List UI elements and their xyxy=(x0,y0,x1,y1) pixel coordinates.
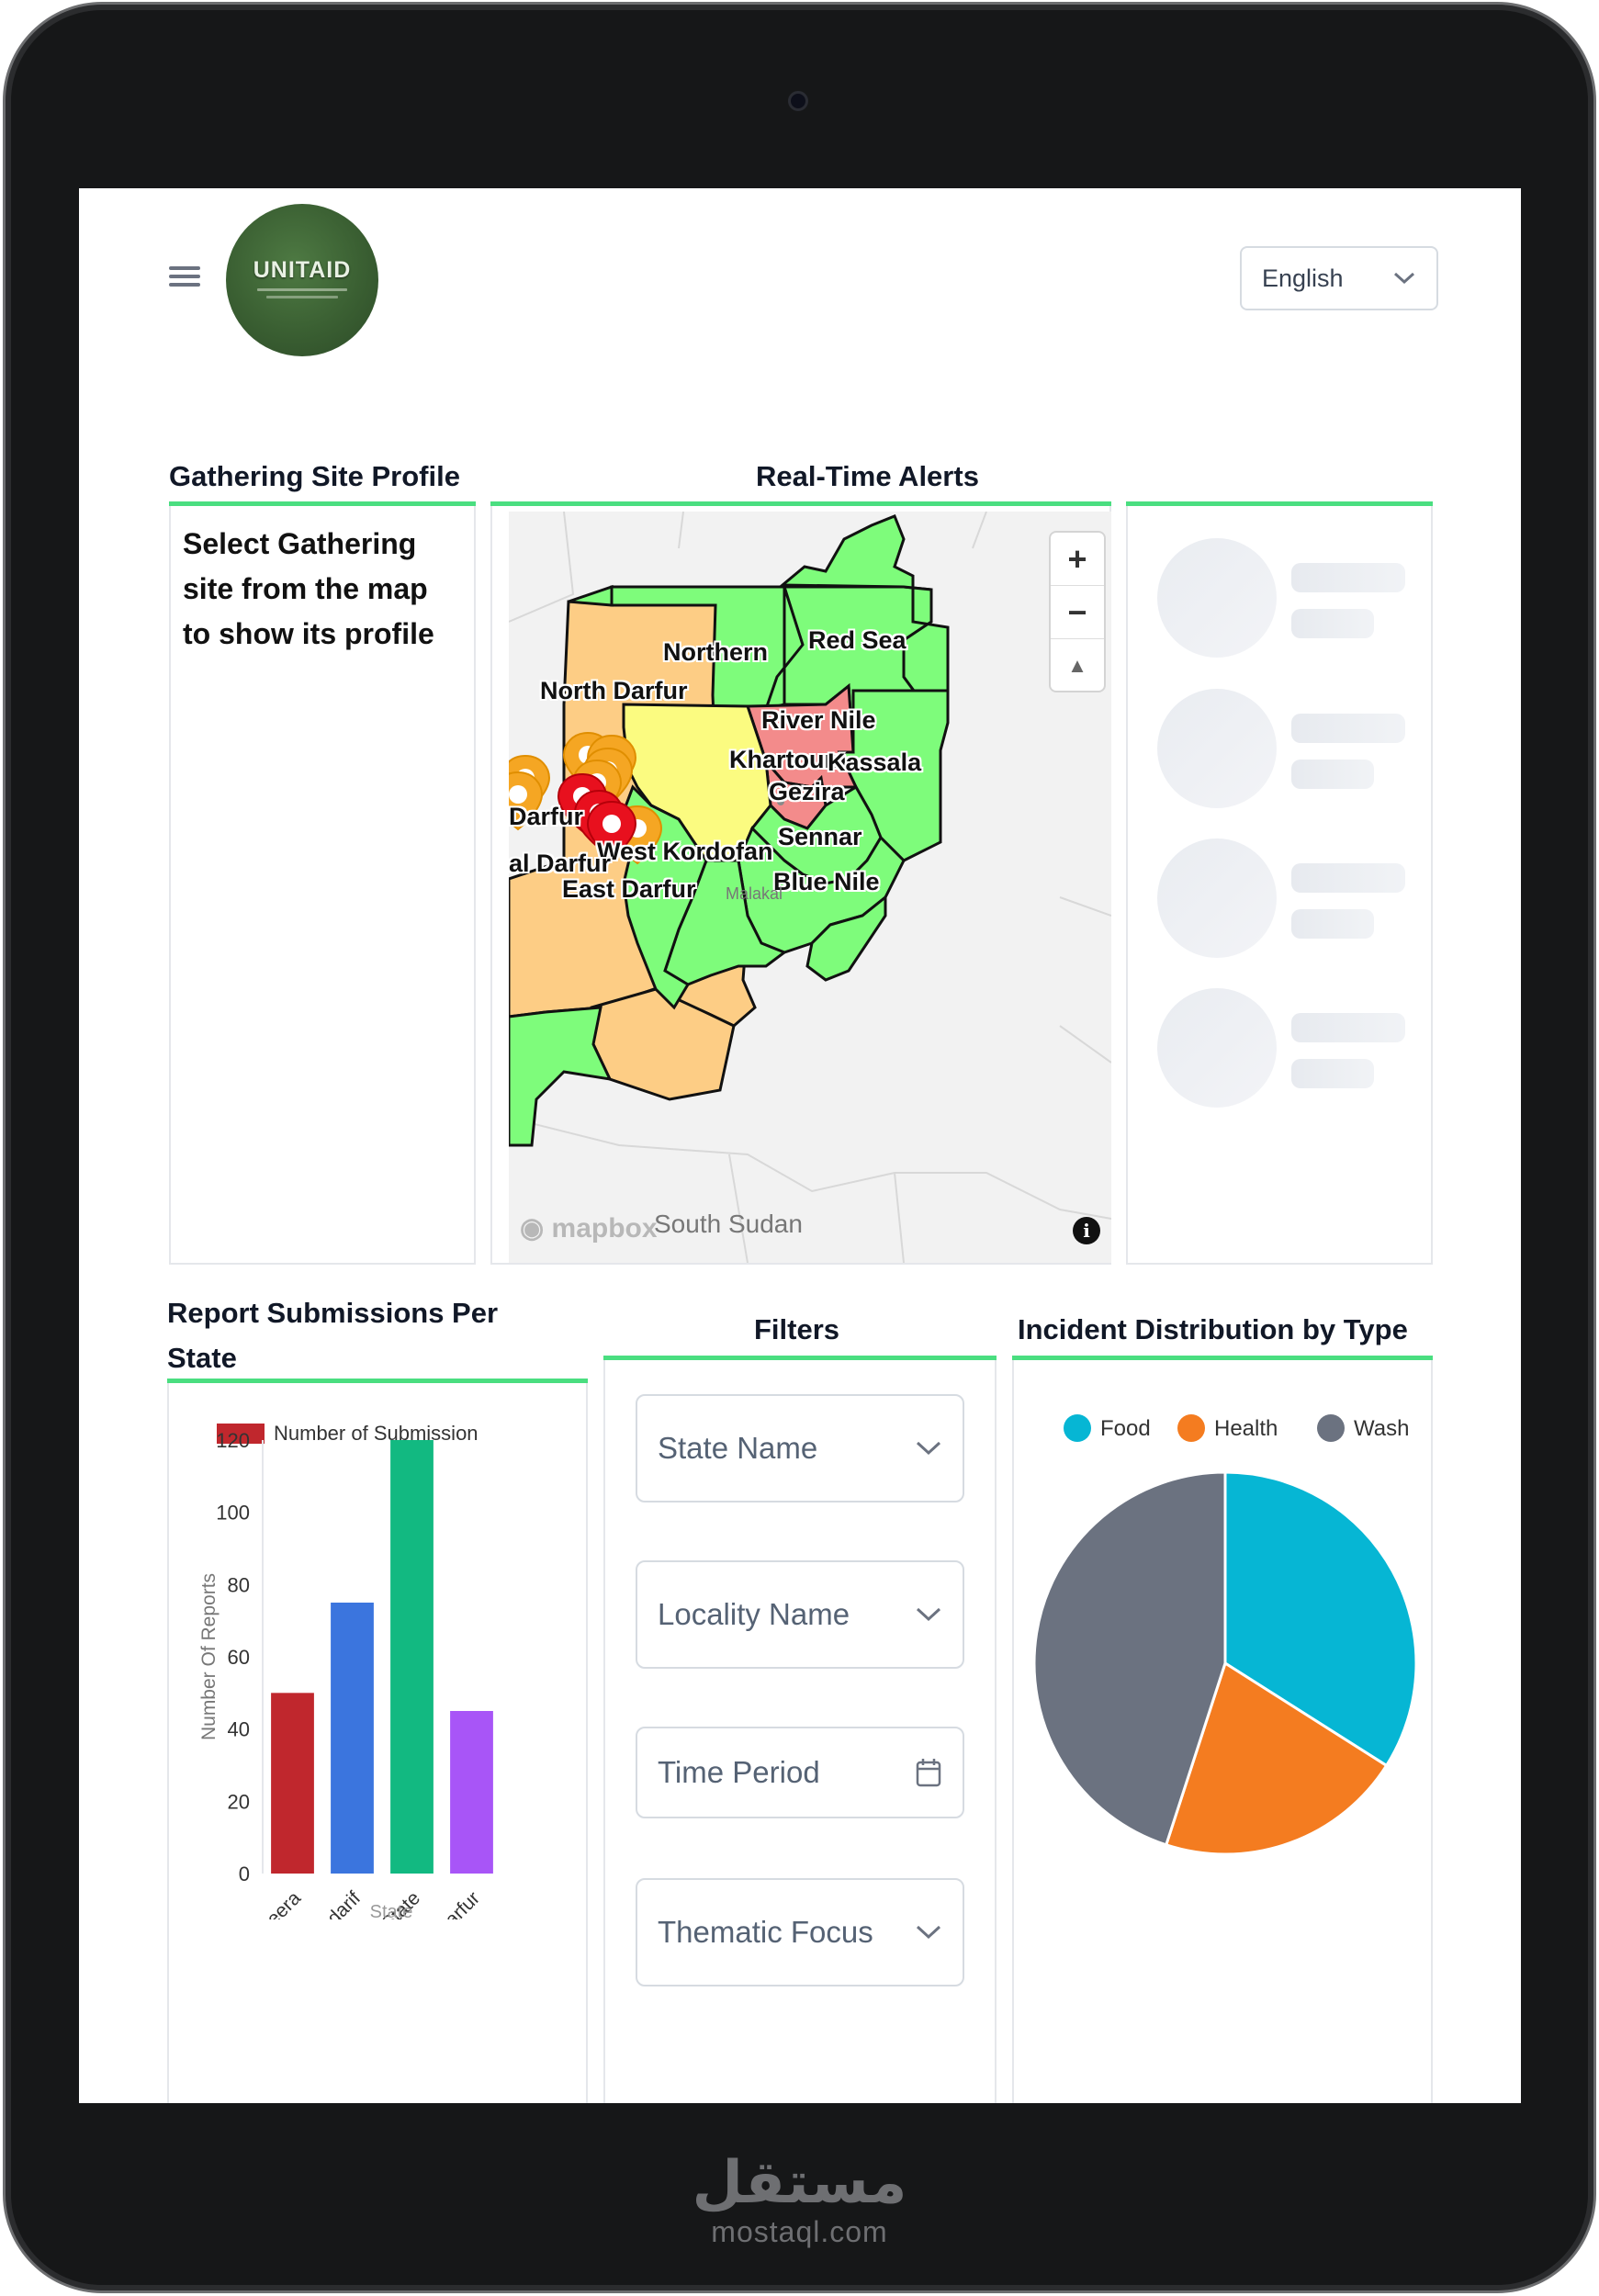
language-value: English xyxy=(1262,264,1344,292)
y-tick-label: 20 xyxy=(228,1790,250,1813)
submissions-title: Report Submissions Per State xyxy=(167,1297,499,1374)
watermark-arabic: مستقل xyxy=(692,2149,907,2217)
bar-south-darfur[interactable] xyxy=(450,1711,493,1874)
chevron-down-icon xyxy=(1393,272,1415,285)
hamburger-menu-icon[interactable] xyxy=(169,266,200,290)
mapbox-mark-icon: ◉ xyxy=(520,1213,545,1244)
mapbox-logo[interactable]: ◉ mapbox xyxy=(520,1212,658,1244)
x-tick-label: Al Jazeera xyxy=(226,1887,306,1919)
map-label-central-darfur: al Darfur xyxy=(509,850,612,877)
camera-icon xyxy=(788,91,808,111)
y-tick-label: 0 xyxy=(239,1863,250,1885)
state-name-placeholder: State Name xyxy=(658,1431,818,1465)
logo-text: UNITAID xyxy=(253,257,352,283)
filters-underline xyxy=(603,1356,997,1360)
chevron-down-icon xyxy=(916,1607,941,1622)
filters-title: Filters xyxy=(754,1313,840,1345)
legend-dot-health xyxy=(1177,1414,1205,1442)
legend-swatch xyxy=(217,1424,265,1444)
map-label-sennar: Sennar xyxy=(778,823,862,850)
alerts-title: Real-Time Alerts xyxy=(756,460,979,492)
zoom-in-button[interactable]: + xyxy=(1051,533,1104,586)
legend-label-wash: Wash xyxy=(1354,1416,1409,1441)
map-label-west-kordofan: West Kordofan xyxy=(597,838,773,865)
x-axis-title: State xyxy=(370,1902,413,1919)
y-tick-label: 60 xyxy=(228,1646,250,1669)
map-info-icon[interactable]: i xyxy=(1073,1217,1100,1244)
submissions-underline xyxy=(167,1379,588,1383)
submissions-bar-chart: Number of Submission 0 20 40 60 80 100 120 Numbe… xyxy=(198,1422,493,1919)
map-label-south-sudan: South Sudan xyxy=(654,1210,803,1238)
map-label-red-sea: Red Sea xyxy=(808,626,906,654)
y-axis-title: Number Of Reports xyxy=(198,1573,220,1740)
map-label-east-darfur: East Darfur xyxy=(562,875,696,903)
y-tick-label: 120 xyxy=(216,1429,250,1452)
map-label-darfur: Darfur xyxy=(509,803,584,830)
profile-card xyxy=(169,506,476,1265)
compass-button[interactable]: ▲ xyxy=(1067,653,1087,677)
map-label-north-darfur: North Darfur xyxy=(540,677,688,704)
language-select[interactable]: English xyxy=(1240,246,1438,310)
bar-white-nile-state[interactable] xyxy=(390,1440,434,1874)
incidents-title: Incident Distribution by Type xyxy=(1018,1313,1408,1345)
incident-pie-chart: Food Health Wash xyxy=(1032,1414,1418,1856)
y-tick-label: 40 xyxy=(228,1718,250,1741)
thematic-focus-select[interactable]: Thematic Focus xyxy=(636,1878,964,1986)
legend-label-food: Food xyxy=(1100,1416,1151,1441)
alerts-underline xyxy=(1126,501,1433,506)
profile-hint: Select Gathering site from the map to sh… xyxy=(183,527,434,650)
watermark-latin: mostaql.com xyxy=(711,2215,888,2248)
locality-name-placeholder: Locality Name xyxy=(658,1597,850,1631)
app-screen: UNITAID English Gathering Site Profile S… xyxy=(79,188,1521,2103)
zoom-out-button[interactable]: − xyxy=(1051,586,1104,639)
map-label-blue-nile: Blue Nile xyxy=(773,868,880,895)
legend-label-health: Health xyxy=(1214,1416,1278,1441)
profile-underline xyxy=(169,501,476,506)
chevron-down-icon xyxy=(916,1925,941,1940)
locality-name-select[interactable]: Locality Name xyxy=(636,1560,964,1669)
profile-title: Gathering Site Profile xyxy=(169,460,460,492)
chevron-down-icon xyxy=(916,1441,941,1456)
legend-dot-wash xyxy=(1317,1414,1345,1442)
y-tick-label: 80 xyxy=(228,1573,250,1596)
mapbox-attribution: mapbox xyxy=(551,1213,658,1244)
incidents-underline xyxy=(1012,1356,1433,1360)
map-label-river-nile: River Nile xyxy=(761,706,876,734)
legend-dot-food xyxy=(1064,1414,1091,1442)
time-period-placeholder: Time Period xyxy=(658,1755,820,1789)
map-underline xyxy=(490,501,1111,506)
state-name-select[interactable]: State Name xyxy=(636,1394,964,1503)
y-tick-label: 100 xyxy=(216,1502,250,1525)
pie-slice-wash[interactable] xyxy=(1032,1470,1227,1847)
map-label-kassala: Kassala xyxy=(828,748,922,776)
bar-al-jazeera[interactable] xyxy=(271,1693,314,1874)
calendar-icon xyxy=(916,1759,941,1787)
unitaid-logo: UNITAID xyxy=(226,204,378,356)
map-controls: + − ▲ xyxy=(1051,533,1104,691)
map-label-malakal: Malakal xyxy=(726,884,783,903)
time-period-input[interactable]: Time Period xyxy=(636,1727,964,1818)
submissions-card xyxy=(167,1383,588,2103)
map-label-khartoum: Khartoum xyxy=(729,746,847,773)
sudan-map[interactable]: Northern Red Sea North Darfur River Nile… xyxy=(509,512,1111,1263)
map-label-northern: Northern xyxy=(663,638,768,666)
bar-al-gadarif[interactable] xyxy=(331,1603,374,1874)
pie-slice-health[interactable] xyxy=(1164,1660,1389,1856)
map-label-gezira: Gezira xyxy=(769,778,845,805)
legend-label: Number of Submission xyxy=(274,1422,479,1445)
thematic-focus-placeholder: Thematic Focus xyxy=(658,1915,873,1949)
